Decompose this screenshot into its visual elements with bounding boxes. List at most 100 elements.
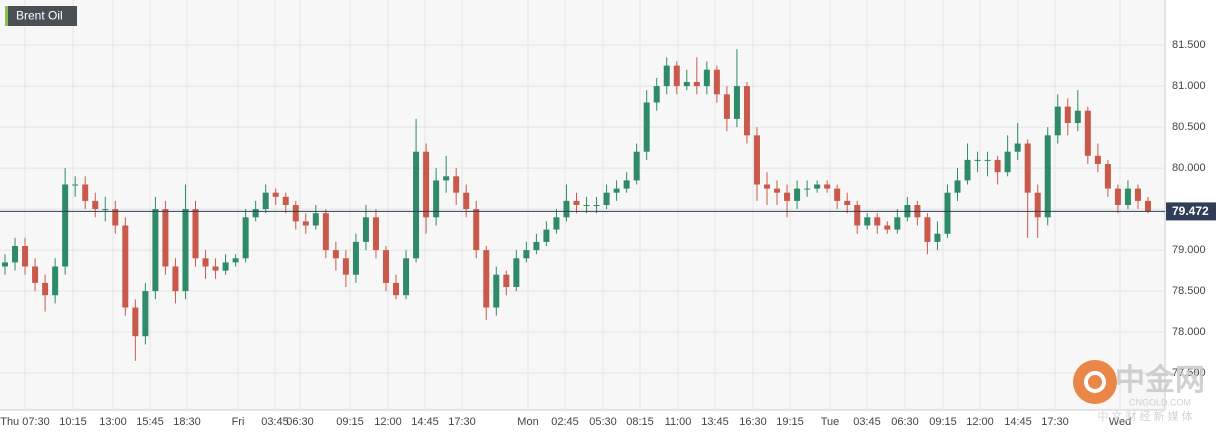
candle-body: [814, 184, 821, 189]
candle-body: [1034, 192, 1041, 218]
candle-body: [473, 209, 480, 251]
candle-body: [1114, 188, 1121, 205]
candle-body: [252, 209, 259, 218]
candle-body: [874, 217, 881, 226]
candle-body: [493, 274, 500, 308]
candle-body: [1044, 135, 1051, 218]
candle-body: [924, 217, 931, 242]
x-tick-label: 02:45: [551, 416, 579, 428]
candle-body: [212, 266, 219, 271]
candle-body: [102, 209, 109, 211]
x-tick-label: 19:15: [776, 416, 804, 428]
candle-body: [262, 192, 269, 210]
candle-body: [794, 188, 801, 201]
y-tick-label: 78.000: [1172, 326, 1206, 338]
candle-body: [844, 200, 851, 205]
candle-body: [42, 282, 49, 296]
candle-body: [272, 192, 279, 197]
candle-body: [894, 217, 901, 230]
candle-body: [954, 180, 961, 193]
candle-body: [563, 200, 570, 218]
candle-body: [132, 307, 139, 337]
candle-body: [302, 221, 309, 226]
candle-body: [383, 250, 389, 283]
y-tick-label: 80.000: [1172, 162, 1206, 174]
candle-body: [1134, 188, 1141, 201]
logo-mark: [1084, 371, 1106, 393]
candle-body: [683, 82, 690, 87]
candle-body: [884, 225, 891, 230]
last-price-label: 79.472: [1172, 204, 1209, 218]
x-tick-label: 12:00: [374, 416, 402, 428]
x-tick-label: 12:00: [966, 416, 994, 428]
candle-body: [1074, 110, 1081, 123]
candle-body: [703, 69, 710, 87]
candle-body: [553, 217, 560, 230]
candle-body: [1004, 151, 1011, 173]
x-tick-label: 03:45: [261, 416, 289, 428]
candle-body: [192, 209, 199, 259]
candle-body: [784, 192, 791, 201]
title-accent: [5, 6, 8, 26]
y-tick-label: 81.000: [1172, 80, 1206, 92]
x-tick-label: 08:15: [626, 416, 654, 428]
candle-body: [62, 184, 69, 267]
candle-body: [1084, 110, 1091, 156]
candle-body: [964, 159, 971, 181]
candle-body: [583, 205, 590, 206]
candle-body: [804, 188, 811, 190]
candle-body: [483, 250, 490, 308]
candle-body: [1024, 143, 1031, 193]
x-tick-label: Mon: [517, 416, 538, 428]
candle-body: [613, 188, 620, 193]
candle-body: [593, 205, 600, 206]
x-tick-label: 13:00: [99, 416, 127, 428]
title-box: [5, 6, 77, 26]
candle-body: [423, 151, 430, 218]
plot-area: [0, 0, 1165, 410]
candle-body: [332, 250, 339, 259]
labels: 77.50078.00078.50079.00079.50080.00080.5…: [0, 39, 1216, 428]
candle-body: [1145, 200, 1151, 212]
candle-body: [824, 184, 831, 189]
candle-body: [1054, 106, 1061, 136]
candle-body: [282, 196, 289, 205]
candle-body: [523, 250, 530, 259]
candle-body: [52, 266, 59, 296]
candle-body: [643, 102, 650, 152]
grid: [0, 0, 1165, 410]
candle-body: [322, 213, 329, 251]
candle-body: [693, 82, 700, 87]
x-tick-label: 09:15: [336, 416, 364, 428]
candle-body: [1124, 188, 1131, 205]
x-tick-label: 10:15: [59, 416, 87, 428]
x-tick-label: Thu 07:30: [0, 416, 50, 428]
x-tick-label: 14:45: [411, 416, 439, 428]
candle-body: [393, 282, 400, 296]
x-tick-label: 14:45: [1004, 416, 1032, 428]
candle-body: [573, 200, 580, 205]
candle-body: [433, 180, 440, 218]
x-tick-label: 11:00: [665, 416, 692, 428]
x-tick-label: 03:45: [853, 416, 881, 428]
x-tick-label: 16:30: [739, 416, 767, 428]
candle-body: [854, 205, 861, 226]
candle-body: [543, 229, 550, 242]
candle-body: [934, 233, 941, 242]
logo: [1073, 360, 1117, 404]
x-tick-label: 06:30: [891, 416, 919, 428]
candle-body: [733, 86, 740, 119]
candle-body: [1104, 164, 1111, 189]
candle-body: [753, 135, 760, 185]
watermark-tagline: 中 文 财 经 新 媒 体: [1097, 409, 1192, 423]
watermark-brand: 中金网: [1115, 363, 1205, 397]
candle-body: [774, 188, 781, 193]
candle-body: [443, 176, 450, 181]
candle-body: [403, 258, 410, 296]
candle-body: [723, 94, 730, 119]
candle-body: [653, 86, 660, 103]
candle-body: [172, 266, 179, 292]
candle-body: [663, 65, 670, 87]
chart-title: Brent Oil: [16, 9, 63, 23]
candle-body: [764, 184, 770, 189]
